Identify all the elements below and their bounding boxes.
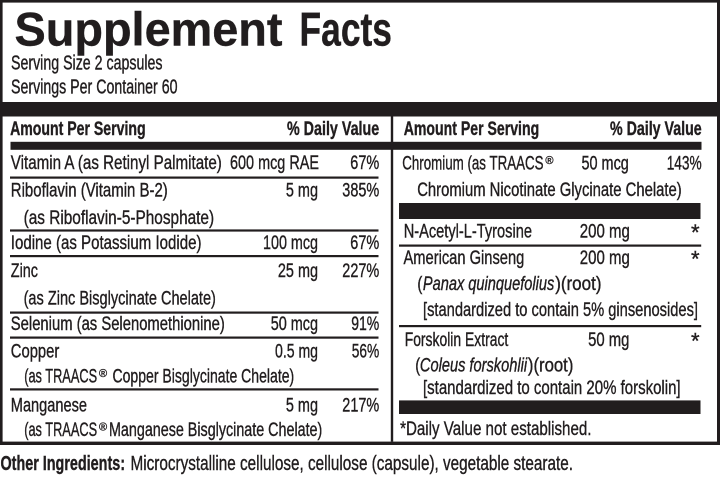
- svg-text:% Daily Value: % Daily Value: [610, 118, 702, 140]
- svg-text:Selenium (as Selenomethionine): Selenium (as Selenomethionine): [11, 313, 225, 335]
- svg-text:600 mcg RAE: 600 mcg RAE: [230, 152, 319, 174]
- svg-text:Chromium Nicotinate Glycinate: Chromium Nicotinate Glycinate Chelate): [417, 179, 682, 201]
- svg-text:200 mg: 200 mg: [580, 220, 630, 242]
- svg-text:Chromium (as TRAACS: Chromium (as TRAACS: [402, 152, 543, 174]
- svg-text:Supplement: Supplement: [15, 3, 283, 56]
- svg-text:(as Riboflavin-5-Phosphate): (as Riboflavin-5-Phosphate): [24, 207, 215, 229]
- svg-text:Microcrystalline cellulose, ce: Microcrystalline cellulose, cellulose (c…: [131, 453, 574, 475]
- svg-text:®: ®: [545, 155, 553, 167]
- svg-text:)(root): )(root): [528, 354, 574, 376]
- svg-text:®: ®: [99, 422, 107, 434]
- svg-text:5 mg: 5 mg: [286, 395, 318, 417]
- svg-text:143%: 143%: [667, 152, 702, 174]
- svg-text:N-Acetyl-L-Tyrosine: N-Acetyl-L-Tyrosine: [404, 220, 532, 242]
- svg-text:Vitamin A (as Retinyl Palmitat: Vitamin A (as Retinyl Palmitate): [11, 152, 222, 174]
- svg-text:[standardized to contain 20% f: [standardized to contain 20% forskolin]: [423, 377, 681, 399]
- svg-text:Copper: Copper: [11, 340, 60, 362]
- svg-text:Riboflavin (Vitamin B-2): Riboflavin (Vitamin B-2): [11, 179, 168, 201]
- svg-text:91%: 91%: [351, 313, 379, 335]
- svg-text:®: ®: [99, 368, 107, 380]
- svg-text:Amount Per Serving: Amount Per Serving: [404, 118, 540, 140]
- svg-text:227%: 227%: [342, 260, 379, 282]
- svg-text:Servings Per Container 60: Servings Per Container 60: [11, 76, 178, 98]
- svg-text:(: (: [417, 273, 422, 295]
- svg-text:Panax quinquefolius: Panax quinquefolius: [423, 273, 555, 295]
- svg-text:Amount Per Serving: Amount Per Serving: [10, 118, 146, 140]
- svg-text:Iodine (as Potassium Iodide): Iodine (as Potassium Iodide): [11, 232, 202, 254]
- svg-text:50 mcg: 50 mcg: [271, 313, 318, 335]
- svg-text:Other Ingredients:: Other Ingredients:: [1, 453, 126, 475]
- svg-text:50 mcg: 50 mcg: [582, 152, 629, 174]
- svg-text:100 mcg: 100 mcg: [263, 232, 318, 254]
- svg-text:*: *: [691, 220, 700, 245]
- svg-text:Copper Bisglycinate Chelate): Copper Bisglycinate Chelate): [113, 366, 295, 388]
- svg-text:67%: 67%: [350, 232, 379, 254]
- svg-text:[standardized to contain 5% gi: [standardized to contain 5% ginsenosides…: [423, 299, 698, 321]
- svg-text:)(root): )(root): [555, 273, 601, 295]
- svg-text:*: *: [691, 328, 700, 353]
- svg-text:Manganese: Manganese: [11, 395, 87, 417]
- svg-text:% Daily Value: % Daily Value: [287, 118, 379, 140]
- svg-text:385%: 385%: [342, 179, 379, 201]
- svg-text:Forskolin Extract: Forskolin Extract: [405, 329, 509, 351]
- svg-text:Coleus forskohlii: Coleus forskohlii: [420, 354, 528, 376]
- svg-text:(as Zinc Bisglycinate Chelate): (as Zinc Bisglycinate Chelate): [24, 288, 216, 310]
- svg-text:67%: 67%: [350, 152, 379, 174]
- svg-text:217%: 217%: [342, 395, 379, 417]
- svg-text:Facts: Facts: [300, 3, 393, 56]
- svg-text:5 mg: 5 mg: [286, 179, 318, 201]
- svg-text:200 mg: 200 mg: [580, 247, 630, 269]
- svg-text:25 mg: 25 mg: [278, 260, 318, 282]
- svg-text:American Ginseng: American Ginseng: [404, 247, 525, 269]
- svg-text:50 mg: 50 mg: [588, 329, 629, 351]
- svg-text:0.5 mg: 0.5 mg: [275, 340, 318, 362]
- svg-text:(as TRAACS: (as TRAACS: [24, 419, 97, 441]
- svg-text:(as TRAACS: (as TRAACS: [24, 366, 97, 388]
- svg-text:Manganese Bisglycinate Chelate: Manganese Bisglycinate Chelate): [109, 419, 322, 441]
- svg-text:(: (: [415, 354, 420, 376]
- svg-text:*Daily Value not established.: *Daily Value not established.: [400, 418, 591, 440]
- svg-text:Serving Size 2 capsules: Serving Size 2 capsules: [11, 52, 163, 74]
- svg-text:56%: 56%: [352, 340, 380, 362]
- svg-text:*: *: [691, 246, 700, 271]
- svg-text:Zinc: Zinc: [11, 260, 38, 282]
